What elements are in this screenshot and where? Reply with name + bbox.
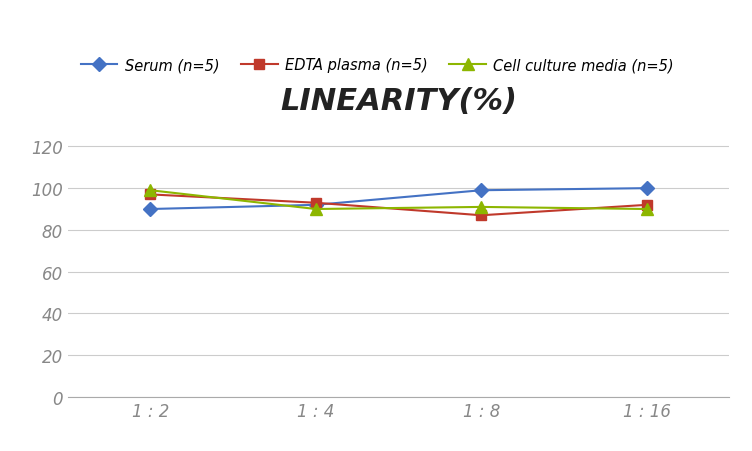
Line: EDTA plasma (n=5): EDTA plasma (n=5) (146, 190, 651, 221)
Cell culture media (n=5) (311, 207, 320, 212)
Cell culture media (n=5) (146, 188, 155, 193)
Serum (n=5) (146, 207, 155, 212)
Cell culture media (n=5) (642, 207, 651, 212)
Serum (n=5) (477, 188, 486, 193)
EDTA plasma (n=5) (146, 192, 155, 198)
Serum (n=5) (311, 202, 320, 208)
EDTA plasma (n=5) (477, 213, 486, 218)
EDTA plasma (n=5) (311, 201, 320, 206)
EDTA plasma (n=5) (642, 202, 651, 208)
Cell culture media (n=5) (477, 205, 486, 210)
Line: Serum (n=5): Serum (n=5) (146, 184, 651, 214)
Line: Cell culture media (n=5): Cell culture media (n=5) (145, 185, 652, 215)
Serum (n=5) (642, 186, 651, 191)
Title: LINEARITY(%): LINEARITY(%) (280, 87, 517, 115)
Legend: Serum (n=5), EDTA plasma (n=5), Cell culture media (n=5): Serum (n=5), EDTA plasma (n=5), Cell cul… (75, 52, 680, 79)
